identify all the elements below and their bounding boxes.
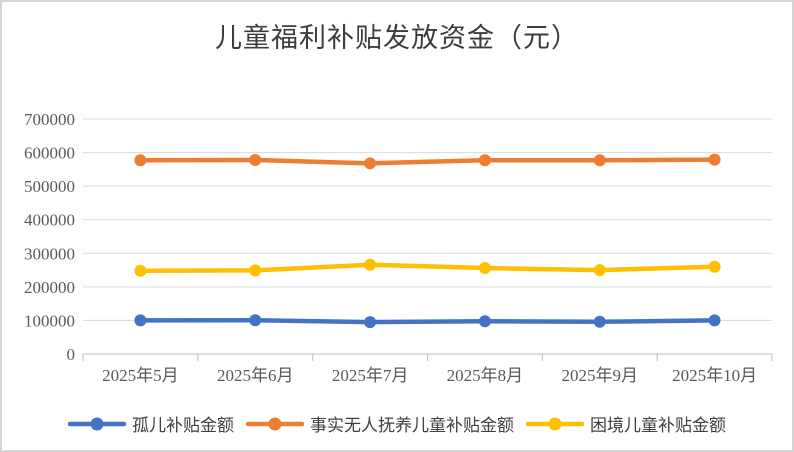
legend-item: 孤儿补贴金额 [68, 411, 234, 436]
data-point [134, 154, 147, 167]
data-point [478, 262, 491, 275]
x-axis-label: 2025年7月 [332, 366, 409, 385]
x-axis-label: 2025年8月 [447, 366, 524, 385]
series-marker-icon [68, 417, 126, 430]
data-point [478, 154, 491, 167]
x-axis-label: 2025年9月 [562, 366, 639, 385]
y-axis-label: 500000 [24, 177, 75, 196]
data-point [364, 316, 377, 329]
data-point [593, 315, 606, 328]
series-line [138, 318, 717, 325]
chart-title: 儿童福利补贴发放资金（元） [215, 23, 579, 53]
data-point [364, 157, 377, 170]
series-line [138, 262, 717, 273]
data-point [134, 314, 147, 327]
series-line [138, 157, 717, 166]
series-marker-icon [246, 417, 304, 430]
legend-label: 事实无人抚养儿童补贴金额 [310, 416, 514, 435]
series-marker-icon [526, 417, 584, 430]
y-axis-label: 200000 [24, 278, 75, 297]
legend-item: 事实无人抚养儿童补贴金额 [246, 411, 514, 436]
data-point [134, 264, 147, 277]
x-axis-label: 2025年10月 [672, 366, 757, 385]
y-axis-label: 400000 [24, 211, 75, 230]
data-point [249, 153, 262, 166]
y-axis-label: 700000 [24, 110, 75, 129]
data-point [708, 260, 721, 273]
data-point [708, 314, 721, 327]
x-axis-label: 2025年5月 [102, 366, 179, 385]
y-axis-label: 300000 [24, 244, 75, 263]
x-axis-label: 2025年6月 [217, 366, 294, 385]
data-point [593, 154, 606, 167]
data-point [478, 315, 491, 328]
legend-label: 孤儿补贴金额 [132, 416, 234, 435]
data-point [249, 264, 262, 277]
chart-legend: 孤儿补贴金额 事实无人抚养儿童补贴金额 困境儿童补贴金额 [2, 411, 792, 436]
data-point [708, 153, 721, 166]
data-point [249, 314, 262, 327]
y-axis-label: 100000 [24, 311, 75, 330]
legend-label: 困境儿童补贴金额 [590, 416, 726, 435]
data-point [364, 258, 377, 271]
y-axis-label: 0 [67, 345, 76, 364]
legend-item: 困境儿童补贴金额 [526, 411, 726, 436]
data-point [593, 264, 606, 277]
y-axis-label: 600000 [24, 144, 75, 163]
